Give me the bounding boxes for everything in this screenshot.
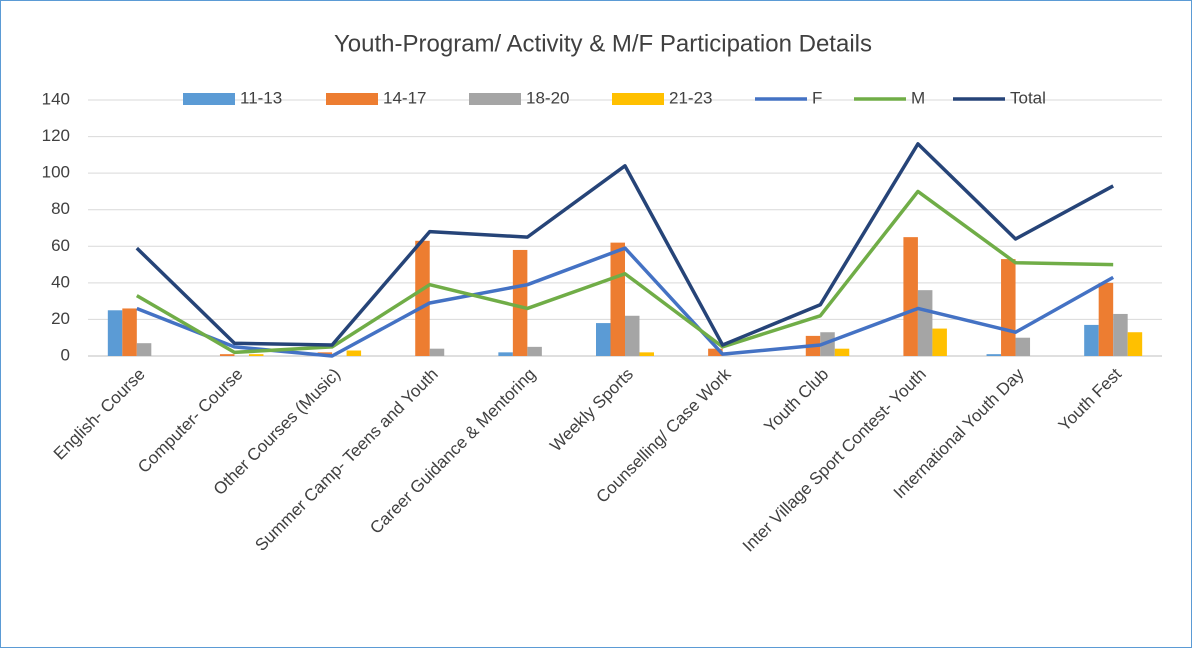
y-tick-label: 60 <box>51 236 70 255</box>
bar <box>1001 259 1016 356</box>
bar <box>1127 332 1143 356</box>
legend-label: 21-23 <box>669 88 712 107</box>
y-tick-label: 80 <box>51 199 70 218</box>
legend-label: Total <box>1010 88 1046 107</box>
bar <box>625 315 640 356</box>
bar <box>1113 313 1128 356</box>
legend-label: 18-20 <box>526 88 569 107</box>
legend-label: 11-13 <box>240 88 282 107</box>
line <box>135 142 1115 347</box>
bar <box>932 328 947 356</box>
bar <box>708 348 723 356</box>
y-tick-label: 100 <box>42 163 70 182</box>
y-tick-label: 140 <box>42 89 70 108</box>
bar <box>610 242 625 356</box>
bar <box>1015 337 1031 356</box>
y-tick-label: 40 <box>51 272 70 291</box>
legend-swatch <box>469 93 521 105</box>
legend-label: F <box>812 88 822 107</box>
bar <box>1084 324 1099 356</box>
bar <box>1098 282 1114 356</box>
bar <box>512 249 528 356</box>
legend-label: M <box>911 88 925 107</box>
bar <box>219 354 235 356</box>
bar <box>917 290 933 356</box>
legend-label: 14-17 <box>383 88 426 107</box>
bar <box>834 348 850 356</box>
bar <box>498 352 513 356</box>
bar <box>986 354 1002 356</box>
bar <box>415 240 430 356</box>
legend-swatch <box>326 93 378 105</box>
bar <box>346 350 362 356</box>
y-tick-label: 0 <box>61 345 70 364</box>
bar <box>136 343 152 356</box>
bar <box>596 323 611 356</box>
line <box>136 246 1115 358</box>
bar <box>903 237 918 356</box>
chart-title: Youth-Program/ Activity & M/F Participat… <box>334 30 872 57</box>
line <box>135 189 1114 355</box>
bar <box>527 346 542 356</box>
bar <box>248 354 264 356</box>
legend-swatch <box>183 93 235 105</box>
y-tick-label: 120 <box>42 126 70 145</box>
legend-swatch <box>612 93 664 105</box>
bar <box>107 310 123 356</box>
bar <box>639 352 654 356</box>
y-tick-label: 20 <box>51 309 70 328</box>
bar <box>429 348 445 356</box>
bar <box>122 308 137 356</box>
